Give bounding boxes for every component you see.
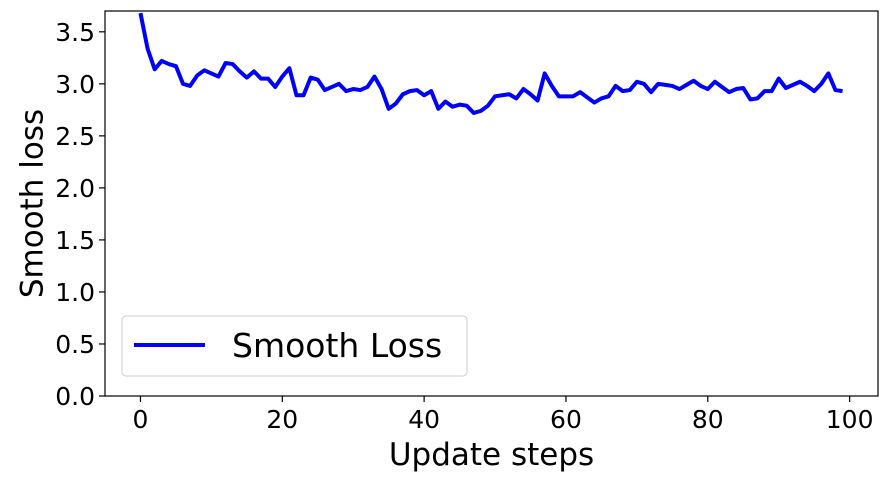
- x-tick-label: 20: [266, 405, 298, 434]
- plot-frame: [104, 10, 879, 397]
- x-tick-label: 100: [826, 405, 874, 434]
- y-tick-label: 1.5: [55, 226, 95, 255]
- series-line-smooth-loss: [138, 12, 843, 115]
- legend: Smooth Loss: [121, 315, 468, 377]
- x-tick-label: 0: [133, 405, 149, 434]
- y-axis: 0.0 0.5 1.0 1.5 2.0 2.5 3.0 3.5: [55, 18, 105, 411]
- y-tick-label: 0.0: [55, 382, 95, 411]
- x-axis-title: Update steps: [389, 437, 594, 473]
- y-tick-label: 1.0: [55, 278, 95, 307]
- x-tick-label: 80: [692, 405, 724, 434]
- y-tick-label: 0.5: [55, 330, 95, 359]
- x-tick-label: 40: [408, 405, 440, 434]
- y-tick-label: 3.0: [55, 70, 95, 99]
- y-tick-label: 3.5: [55, 18, 95, 47]
- y-tick-label: 2.5: [55, 122, 95, 151]
- x-axis: 0 20 40 60 80 100: [133, 396, 874, 434]
- y-tick-label: 2.0: [55, 174, 95, 203]
- plot-area: [104, 10, 879, 397]
- legend-label-smooth-loss: Smooth Loss: [232, 326, 442, 365]
- y-axis-title: Smooth loss: [15, 109, 51, 298]
- x-tick-label: 60: [550, 405, 582, 434]
- legend-box: [121, 315, 468, 377]
